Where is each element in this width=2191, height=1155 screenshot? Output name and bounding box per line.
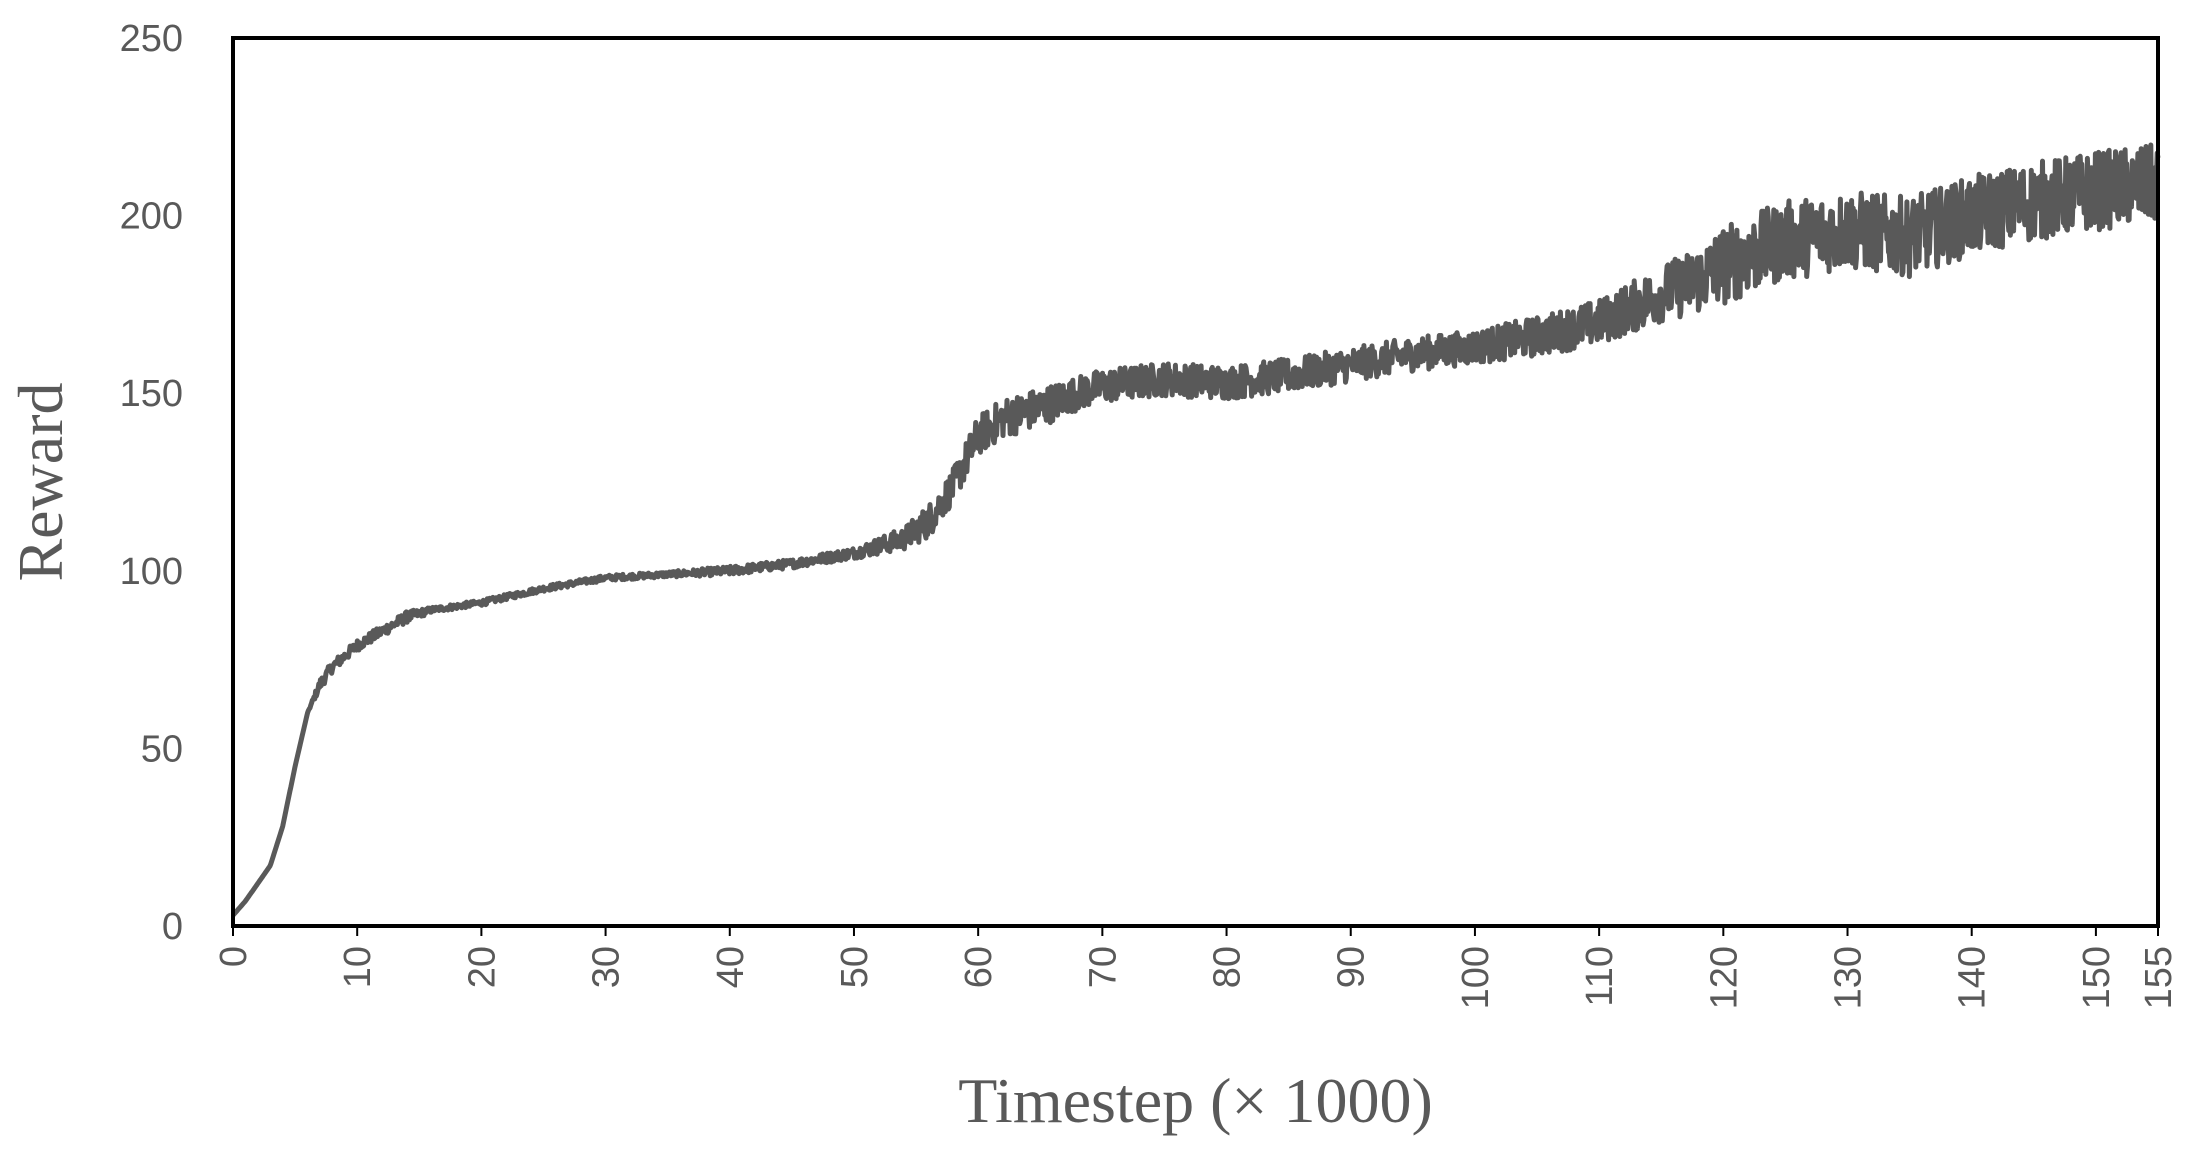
x-tick-label: 10 [337,946,379,988]
y-axis-ticks: 0 50 100 150 200 250 [120,18,183,948]
x-tick-label: 20 [461,946,503,988]
y-tick-label: 0 [162,906,183,948]
x-tick-label: 150 [2076,946,2118,1009]
reward-line [231,142,2161,917]
y-tick-label: 150 [120,373,183,415]
x-tick-label: 90 [1331,946,1373,988]
y-tick-label: 200 [120,196,183,238]
x-tick-label: 130 [1828,946,1870,1009]
x-axis-title: Timestep (× 1000) [958,1065,1433,1136]
x-tick-label: 120 [1703,946,1745,1009]
x-tick-label: 140 [1952,946,1994,1009]
x-tick-label: 155 [2138,946,2180,1009]
x-tick-label: 50 [834,946,876,988]
x-tick-label: 60 [958,946,1000,988]
x-tick-label: 30 [586,946,628,988]
x-tick-label: 70 [1082,946,1124,988]
x-tick-label: 110 [1579,946,1621,1007]
y-tick-label: 250 [120,18,183,60]
y-tick-label: 50 [141,728,183,770]
x-tick-label: 100 [1455,946,1497,1009]
x-axis-ticks: 0 10 20 30 40 50 60 70 80 90 100 110 120 130 140 150 155 [213,926,2180,1009]
x-tick-label: 40 [710,946,752,988]
x-tick-label: 80 [1207,946,1249,988]
y-tick-label: 100 [120,551,183,593]
x-tick-label: 0 [213,946,255,967]
y-axis-title: Reward [5,382,76,581]
plot-frame [231,36,2160,928]
